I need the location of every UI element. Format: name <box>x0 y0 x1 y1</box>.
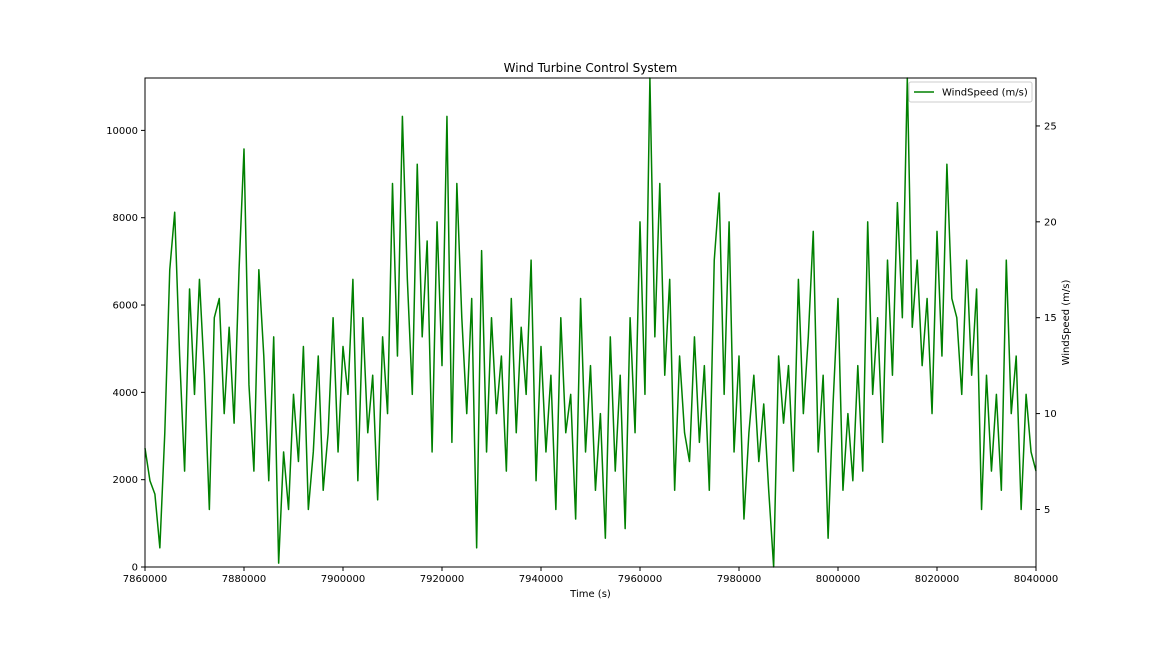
legend-label: WindSpeed (m/s) <box>942 88 1028 99</box>
y-left-tick-label: 0 <box>132 563 138 574</box>
plot-area <box>144 77 1037 568</box>
y-axis-right-title: WindSpeed (m/s) <box>1061 280 1072 366</box>
plot-frame <box>144 77 1037 568</box>
chart-title: Wind Turbine Control System <box>504 61 678 75</box>
y-left-tick-label: 2000 <box>113 475 138 486</box>
x-tick-label: 7940000 <box>519 574 564 585</box>
x-tick-label: 7900000 <box>321 574 366 585</box>
y-right-tick-label: 20 <box>1044 217 1057 228</box>
series-line-windspeed <box>144 77 1037 568</box>
y-left-tick-label: 10000 <box>106 126 138 137</box>
x-axis-title: Time (s) <box>569 589 611 600</box>
x-tick-label: 7980000 <box>717 574 762 585</box>
x-tick-label: 7960000 <box>618 574 663 585</box>
legend-box <box>908 81 1033 103</box>
x-tick-label: 8020000 <box>915 574 960 585</box>
y-left-tick-label: 8000 <box>113 213 138 224</box>
y-left-tick-label: 6000 <box>113 301 138 312</box>
y-right-tick-label: 15 <box>1044 313 1057 324</box>
y-right-tick-label: 10 <box>1044 409 1057 420</box>
x-tick-label: 7860000 <box>123 574 168 585</box>
x-tick-label: 7880000 <box>222 574 267 585</box>
y-right-tick-label: 25 <box>1044 121 1057 132</box>
y-axis-left: 0 2000 4000 6000 8000 10000 <box>106 126 145 574</box>
y-right-tick-label: 5 <box>1044 505 1050 516</box>
x-tick-label: 8000000 <box>816 574 861 585</box>
legend: WindSpeed (m/s) <box>908 81 1033 103</box>
y-axis-right: 5 10 15 20 25 <box>1036 121 1057 516</box>
x-tick-label: 8040000 <box>1014 574 1059 585</box>
y-left-tick-label: 4000 <box>113 388 138 399</box>
x-axis: 7860000 7880000 7900000 7920000 7940000 79600… <box>123 567 1059 585</box>
x-tick-label: 7920000 <box>420 574 465 585</box>
